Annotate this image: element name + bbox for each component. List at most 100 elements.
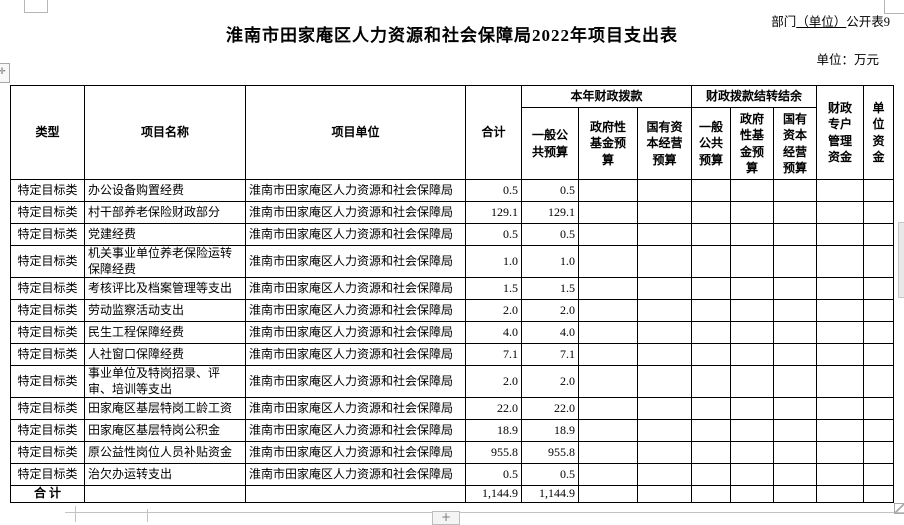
total-row-label: 合 计 <box>10 485 85 503</box>
row-empty-cell <box>773 179 818 202</box>
table-row: 特定目标类 民生工程保障经费 淮南市田家庵区人力资源和社会保障局 4.0 4.0 <box>10 321 895 345</box>
row-unit-cell: 淮南市田家庵区人力资源和社会保障局 <box>245 397 466 421</box>
row-unit-cell: 淮南市田家庵区人力资源和社会保障局 <box>245 277 466 301</box>
header-group-row: 类型 项目名称 项目单位 合计 本年财政拨款 财政拨款结转结余 财政 专户 管理… <box>10 85 895 180</box>
doc-number-suffix: 公开表9 <box>846 15 890 29</box>
row-general-budget-cell: 1.0 <box>521 244 579 279</box>
table-footer: 合 计 1,144.9 1,144.9 <box>10 485 895 503</box>
row-total-cell: 7.1 <box>465 343 522 367</box>
row-empty-cell <box>730 223 775 246</box>
row-empty-cell <box>578 463 638 487</box>
table-row: 特定目标类 治欠办运转支出 淮南市田家庵区人力资源和社会保障局 0.5 0.5 <box>10 463 895 487</box>
row-empty-cell <box>816 223 865 246</box>
total-row-general-value: 1,144.9 <box>521 485 579 503</box>
table-row: 特定目标类 原公益性岗位人员补贴资金 淮南市田家庵区人力资源和社会保障局 955.8 9… <box>10 441 895 465</box>
total-empty-cell <box>636 485 693 503</box>
row-empty-cell <box>863 365 895 399</box>
row-total-cell: 22.0 <box>465 397 522 421</box>
row-name-cell: 治欠办运转支出 <box>84 463 246 487</box>
row-empty-cell <box>636 441 693 465</box>
row-unit-cell: 淮南市田家庵区人力资源和社会保障局 <box>245 441 466 465</box>
unit-note: 单位：万元 <box>816 53 879 67</box>
row-type-cell: 特定目标类 <box>10 441 85 465</box>
resize-grip-icon[interactable] <box>894 503 904 514</box>
table-row: 特定目标类 党建经费 淮南市田家庵区人力资源和社会保障局 0.5 0.5 <box>10 223 895 246</box>
row-name-cell: 考核评比及档案管理等支出 <box>84 277 246 301</box>
table-header: 类型 项目名称 项目单位 合计 本年财政拨款 财政拨款结转结余 财政 专户 管理… <box>10 85 895 180</box>
row-empty-cell <box>816 244 865 279</box>
bottom-tick-left <box>75 506 76 522</box>
row-empty-cell <box>691 299 732 323</box>
row-name-cell: 事业单位及特岗招录、评审、培训等支出 <box>84 365 246 399</box>
row-empty-cell <box>730 321 775 345</box>
row-empty-cell <box>691 343 732 367</box>
row-name-cell: 田家庵区基层特岗工龄工资 <box>84 397 246 421</box>
table-row: 特定目标类 办公设备购置经费 淮南市田家庵区人力资源和社会保障局 0.5 0.5 <box>10 179 895 202</box>
row-empty-cell <box>773 277 818 301</box>
clipped-box-top-right <box>884 0 904 14</box>
col-header-cy-state-capital: 国有资 本经营 预算 <box>636 107 693 180</box>
row-name-cell: 原公益性岗位人员补贴资金 <box>84 441 246 465</box>
add-row-button[interactable]: + <box>432 511 460 525</box>
row-empty-cell <box>773 419 818 443</box>
row-empty-cell <box>730 277 775 301</box>
row-empty-cell <box>691 244 732 279</box>
row-total-cell: 0.5 <box>465 179 522 202</box>
row-general-budget-cell: 18.9 <box>521 419 579 443</box>
row-empty-cell <box>691 179 732 202</box>
row-empty-cell <box>773 244 818 279</box>
row-type-cell: 特定目标类 <box>10 463 85 487</box>
row-empty-cell <box>730 179 775 202</box>
row-total-cell: 0.5 <box>465 223 522 246</box>
row-empty-cell <box>863 223 895 246</box>
row-empty-cell <box>691 419 732 443</box>
row-empty-cell <box>636 179 693 202</box>
clipped-box-top-left <box>24 0 48 13</box>
row-name-cell: 田家庵区基层特岗公积金 <box>84 419 246 443</box>
table-row: 特定目标类 村干部养老保险财政部分 淮南市田家庵区人力资源和社会保障局 129.1 12… <box>10 201 895 224</box>
row-type-cell: 特定目标类 <box>10 419 85 443</box>
row-name-cell: 人社窗口保障经费 <box>84 343 246 367</box>
row-empty-cell <box>636 299 693 323</box>
row-empty-cell <box>863 463 895 487</box>
row-empty-cell <box>636 223 693 246</box>
row-total-cell: 955.8 <box>465 441 522 465</box>
row-name-cell: 办公设备购置经费 <box>84 179 246 202</box>
expenditure-table: 类型 项目名称 项目单位 合计 本年财政拨款 财政拨款结转结余 财政 专户 管理… <box>10 85 895 503</box>
row-total-cell: 0.5 <box>465 463 522 487</box>
row-empty-cell <box>816 343 865 367</box>
row-empty-cell <box>773 397 818 421</box>
total-empty-cell <box>773 485 818 503</box>
col-header-cy-general: 一般公 共预算 <box>521 107 579 180</box>
row-empty-cell <box>636 343 693 367</box>
row-empty-cell <box>863 179 895 202</box>
row-empty-cell <box>578 419 638 443</box>
row-name-cell: 民生工程保障经费 <box>84 321 246 345</box>
row-empty-cell <box>730 201 775 224</box>
vertical-scrollbar-thumb[interactable] <box>898 222 904 298</box>
row-empty-cell <box>863 277 895 301</box>
col-header-project-unit: 项目单位 <box>245 85 466 180</box>
page-title: 淮南市田家庵区人力资源和社会保障局2022年项目支出表 <box>226 26 678 45</box>
row-empty-cell <box>578 179 638 202</box>
row-type-cell: 特定目标类 <box>10 223 85 246</box>
total-empty-cell <box>578 485 638 503</box>
table-body: 特定目标类 办公设备购置经费 淮南市田家庵区人力资源和社会保障局 0.5 0.5 特定目标… <box>10 179 895 487</box>
col-header-cy-gov-fund: 政府性 基金预 算 <box>578 107 638 180</box>
row-unit-cell: 淮南市田家庵区人力资源和社会保障局 <box>245 244 466 279</box>
row-unit-cell: 淮南市田家庵区人力资源和社会保障局 <box>245 419 466 443</box>
row-name-cell: 机关事业单位养老保险运转保障经费 <box>84 244 246 279</box>
row-empty-cell <box>816 201 865 224</box>
table-move-handle-icon[interactable]: ✛ <box>0 63 10 83</box>
bottom-tick-mid <box>147 509 148 522</box>
table-row: 特定目标类 事业单位及特岗招录、评审、培训等支出 淮南市田家庵区人力资源和社会保障局… <box>10 365 895 399</box>
row-empty-cell <box>773 201 818 224</box>
table-row: 特定目标类 田家庵区基层特岗公积金 淮南市田家庵区人力资源和社会保障局 18.9 18.… <box>10 419 895 443</box>
row-empty-cell <box>578 299 638 323</box>
row-empty-cell <box>816 299 865 323</box>
row-general-budget-cell: 0.5 <box>521 179 579 202</box>
row-total-cell: 1.0 <box>465 244 522 279</box>
row-empty-cell <box>730 244 775 279</box>
row-empty-cell <box>773 223 818 246</box>
row-empty-cell <box>773 321 818 345</box>
